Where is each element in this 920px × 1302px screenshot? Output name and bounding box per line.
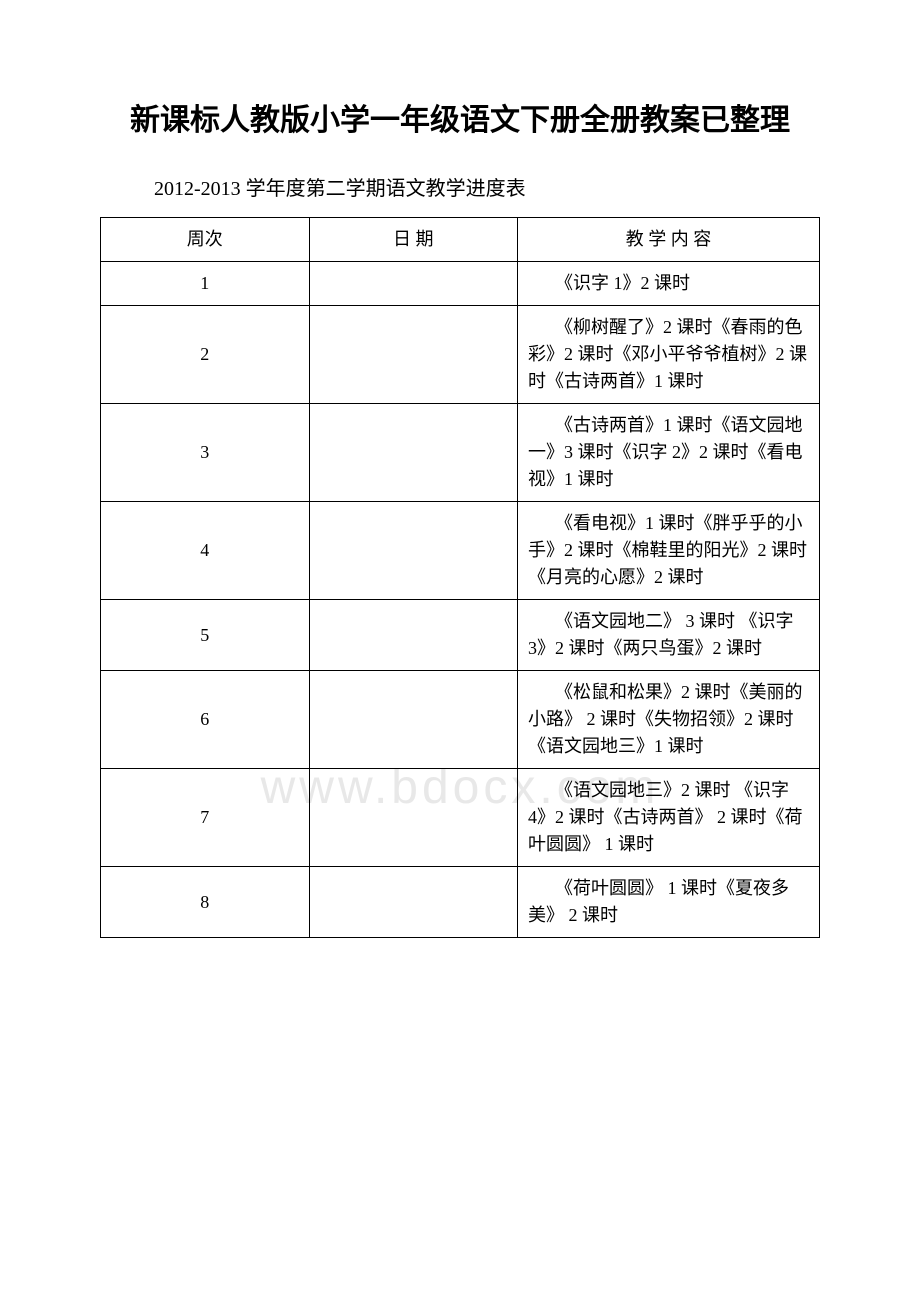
table-row: 6 《松鼠和松果》2 课时《美丽的小路》 2 课时《失物招领》2 课时《语文园地… <box>101 671 820 769</box>
column-header-content: 教 学 内 容 <box>518 218 820 262</box>
cell-date <box>309 262 518 306</box>
cell-week: 1 <box>101 262 310 306</box>
table-row: 3 《古诗两首》1 课时《语文园地一》3 课时《识字 2》2 课时《看电视》1 … <box>101 404 820 502</box>
cell-week: 4 <box>101 502 310 600</box>
cell-week: 3 <box>101 404 310 502</box>
cell-content: 《松鼠和松果》2 课时《美丽的小路》 2 课时《失物招领》2 课时《语文园地三》… <box>518 671 820 769</box>
cell-week: 2 <box>101 306 310 404</box>
column-header-week: 周次 <box>101 218 310 262</box>
cell-content: 《语文园地三》2 课时 《识字 4》2 课时《古诗两首》 2 课时《荷叶圆圆》 … <box>518 769 820 867</box>
table-header-row: 周次 日 期 教 学 内 容 <box>101 218 820 262</box>
table-row: 5 《语文园地二》 3 课时 《识字 3》2 课时《两只鸟蛋》2 课时 <box>101 600 820 671</box>
cell-content: 《识字 1》2 课时 <box>518 262 820 306</box>
cell-week: 8 <box>101 867 310 938</box>
cell-content: 《荷叶圆圆》 1 课时《夏夜多美》 2 课时 <box>518 867 820 938</box>
cell-content: 《柳树醒了》2 课时《春雨的色彩》2 课时《邓小平爷爷植树》2 课时《古诗两首》… <box>518 306 820 404</box>
cell-date <box>309 867 518 938</box>
document-page: www.bdocx.com 新课标人教版小学一年级语文下册全册教案已整理 201… <box>100 100 820 938</box>
cell-date <box>309 769 518 867</box>
table-row: 2 《柳树醒了》2 课时《春雨的色彩》2 课时《邓小平爷爷植树》2 课时《古诗两… <box>101 306 820 404</box>
cell-date <box>309 306 518 404</box>
cell-date <box>309 502 518 600</box>
document-subtitle: 2012-2013 学年度第二学期语文教学进度表 <box>100 172 820 201</box>
table-row: 4 《看电视》1 课时《胖乎乎的小手》2 课时《棉鞋里的阳光》2 课时《月亮的心… <box>101 502 820 600</box>
document-title: 新课标人教版小学一年级语文下册全册教案已整理 <box>100 100 820 142</box>
cell-date <box>309 404 518 502</box>
cell-date <box>309 600 518 671</box>
cell-content: 《语文园地二》 3 课时 《识字 3》2 课时《两只鸟蛋》2 课时 <box>518 600 820 671</box>
cell-content: 《古诗两首》1 课时《语文园地一》3 课时《识字 2》2 课时《看电视》1 课时 <box>518 404 820 502</box>
table-row: 7 《语文园地三》2 课时 《识字 4》2 课时《古诗两首》 2 课时《荷叶圆圆… <box>101 769 820 867</box>
cell-week: 7 <box>101 769 310 867</box>
column-header-date: 日 期 <box>309 218 518 262</box>
table-row: 8 《荷叶圆圆》 1 课时《夏夜多美》 2 课时 <box>101 867 820 938</box>
table-row: 1 《识字 1》2 课时 <box>101 262 820 306</box>
cell-date <box>309 671 518 769</box>
schedule-table: 周次 日 期 教 学 内 容 1 《识字 1》2 课时 2 《柳树醒了》2 课时… <box>100 217 820 938</box>
cell-week: 5 <box>101 600 310 671</box>
cell-week: 6 <box>101 671 310 769</box>
cell-content: 《看电视》1 课时《胖乎乎的小手》2 课时《棉鞋里的阳光》2 课时《月亮的心愿》… <box>518 502 820 600</box>
